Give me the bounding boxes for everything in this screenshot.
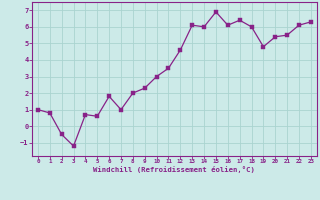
X-axis label: Windchill (Refroidissement éolien,°C): Windchill (Refroidissement éolien,°C) — [93, 166, 255, 173]
